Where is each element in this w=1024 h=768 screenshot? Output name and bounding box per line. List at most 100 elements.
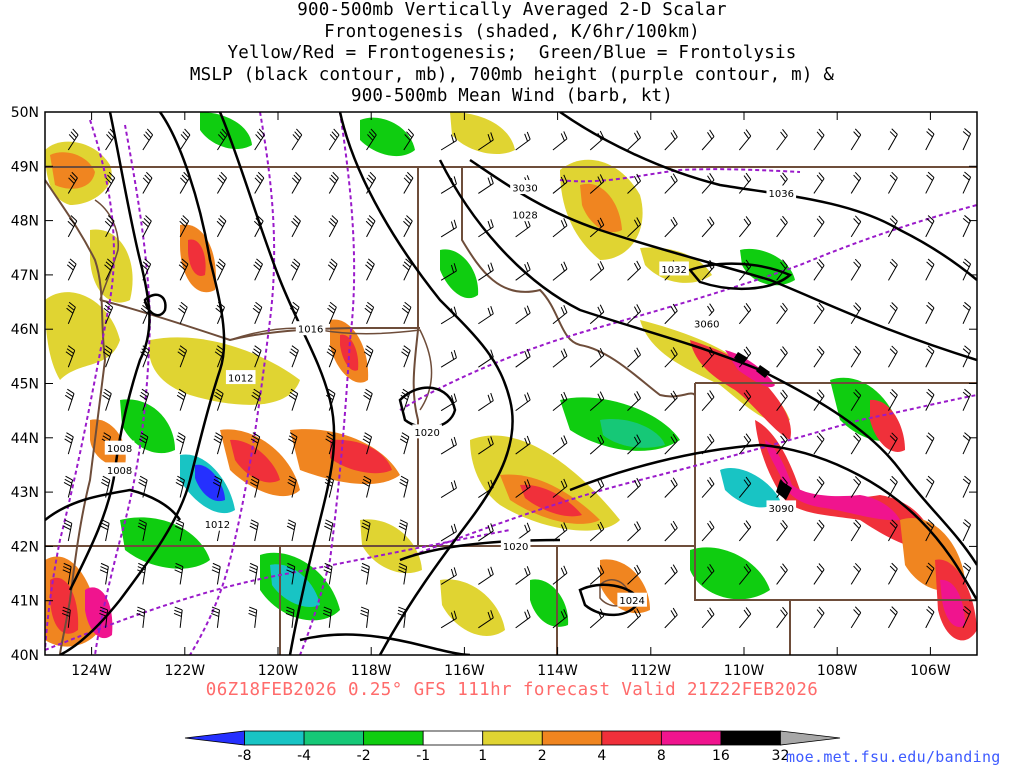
wind-barb [962, 475, 972, 498]
wind-barb [813, 215, 825, 238]
wind-barb [813, 345, 825, 368]
longitude-axis: 124W 122W 120W 118W 116W 114W 112W 110W 108W 106W [71, 112, 951, 679]
wind-barb [327, 258, 338, 281]
wind-barb [552, 565, 568, 585]
mslp-contour [68, 112, 151, 591]
wind-barb [289, 301, 300, 324]
mslp-contour [299, 633, 471, 655]
idaho-montana-border [461, 167, 696, 398]
wind-barb [105, 128, 116, 151]
wind-barb [140, 345, 150, 368]
shade-blob [776, 480, 792, 500]
height-contour-label-bg [691, 315, 722, 330]
wind-barb [251, 388, 261, 411]
wind-barb [738, 172, 752, 194]
wind-barb [925, 475, 935, 498]
colorbar-swatch [184, 730, 245, 746]
wind-barb [776, 563, 788, 585]
height-contour [399, 394, 977, 561]
colorbar-label: -8 [238, 748, 252, 764]
colorbar-label: 16 [712, 748, 730, 764]
lon-tick-label: 112W [631, 663, 672, 679]
mslp-contour-label: 1008 [107, 444, 132, 455]
wind-barb [888, 302, 898, 325]
wind-barb [176, 388, 187, 411]
wind-barb [664, 216, 678, 238]
wind-barb [701, 477, 715, 498]
wind-barb [285, 606, 295, 628]
colorbar-label: 4 [597, 748, 606, 764]
wind-barb [813, 259, 825, 281]
columbia-river [229, 327, 433, 411]
wind-barb [701, 390, 715, 411]
wind-barb [177, 345, 188, 368]
height-contour [299, 112, 356, 655]
wind-barb [478, 175, 494, 194]
wind-barb [776, 519, 788, 542]
wind-barb [888, 171, 898, 194]
wind-barb [178, 301, 188, 324]
wind-barb [813, 389, 825, 411]
colorbar-swatch [660, 730, 722, 746]
mslp-contour-label: 1036 [769, 189, 794, 200]
wind-barb [515, 522, 531, 542]
height-contours [45, 112, 977, 655]
wind-barb [776, 215, 788, 238]
wind-barb [362, 475, 372, 498]
wind-barb [664, 520, 678, 542]
wind-barb [776, 606, 788, 629]
wind-barb [813, 476, 825, 498]
wind-barb [552, 218, 568, 238]
shade-blob [360, 117, 415, 157]
wind-barb [701, 346, 715, 368]
wind-barb [478, 523, 494, 542]
wind-barb [478, 132, 494, 151]
mslp-contour-label-bg [104, 440, 135, 455]
wind-barb [664, 347, 678, 368]
colorbar-swatch [244, 730, 305, 746]
mslp-contour [218, 112, 336, 655]
wind-barb [701, 129, 715, 151]
wind-barb [478, 566, 494, 585]
wind-barb [589, 261, 605, 281]
colorbar-swatch [422, 730, 484, 746]
wind-barb [440, 480, 457, 498]
wind-barb [552, 131, 568, 151]
wind-barb [214, 345, 225, 368]
wind-barb [440, 610, 457, 629]
lat-tick-label: 46N [11, 322, 39, 338]
wind-barb [888, 432, 898, 455]
wind-barb [850, 562, 862, 585]
wind-barb [850, 519, 862, 542]
chart-title: 900-500mb Vertically Averaged 2-D Scalar… [0, 0, 1024, 108]
wind-barb [664, 390, 678, 411]
mslp-contour-label: 1012 [205, 520, 230, 531]
wind-barb [179, 128, 191, 151]
wind-barb [627, 130, 641, 151]
lat-tick-label: 48N [11, 214, 39, 230]
colorbar: -8 -4 -2 -1 1 2 4 8 16 32 [184, 730, 841, 764]
wind-barb [67, 128, 79, 151]
wind-barb [141, 258, 152, 281]
mslp-contour-label: 1016 [298, 325, 323, 336]
wind-barb [478, 479, 494, 498]
wind-barb [216, 171, 227, 194]
wind-barb [61, 606, 71, 628]
wind-barb [589, 565, 605, 585]
wind-barb [325, 388, 336, 411]
wind-barb [701, 564, 715, 585]
wind-barb [813, 606, 825, 629]
height-contour-labels: 3030 3060 3090 [510, 180, 797, 515]
wind-barb [738, 563, 752, 585]
wind-barb [478, 349, 494, 368]
wind-barb [552, 304, 568, 325]
wind-barb [440, 523, 457, 542]
wind-barb [850, 432, 862, 455]
wind-barb [291, 128, 303, 151]
lat-tick-label: 45N [11, 377, 39, 393]
height-contour-label: 3090 [769, 504, 794, 515]
shade-blob [149, 337, 300, 405]
wind-barb [440, 349, 457, 368]
wind-barb [850, 476, 862, 498]
title-line-5: 900-500mb Mean Wind (barb, kt) [350, 86, 674, 106]
